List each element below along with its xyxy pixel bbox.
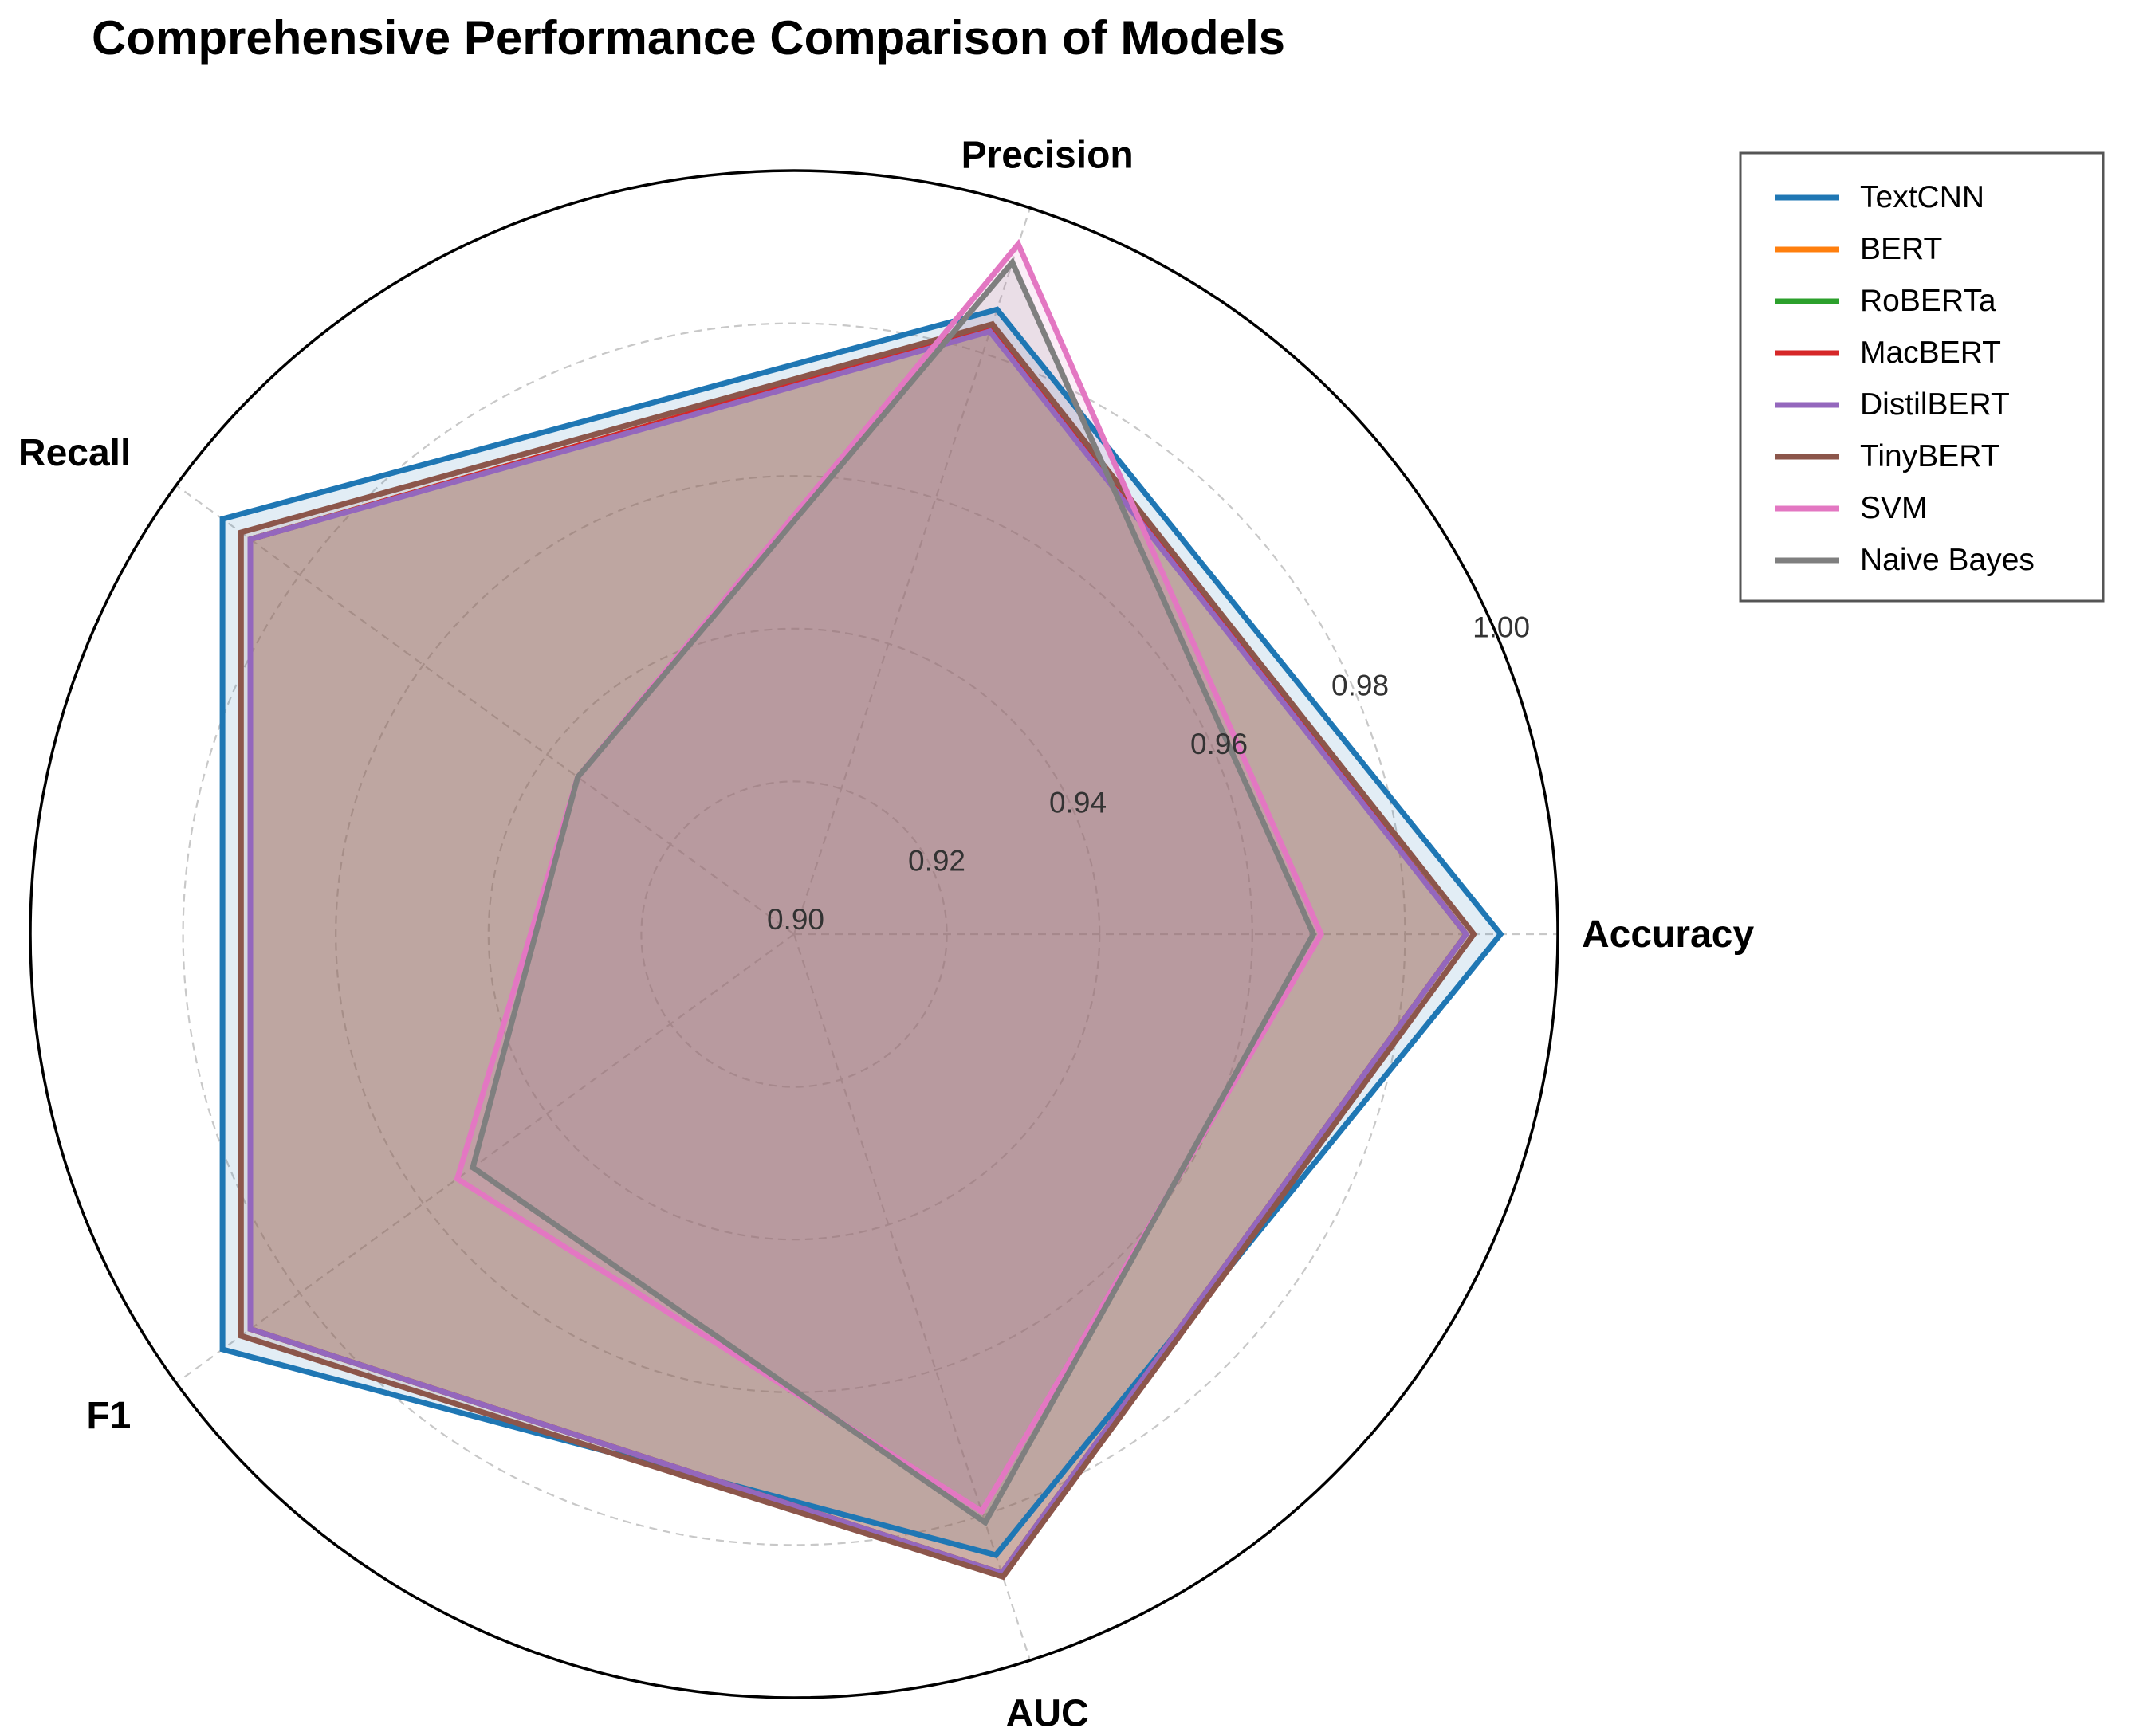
series-line-svm — [454, 238, 1324, 1516]
radar-labels: 0.90 0.92 0.94 0.96 0.98 1.00 Accuracy Precisio… — [18, 134, 1755, 1734]
legend-label: TextCNN — [1860, 180, 1984, 214]
series-fill-bert — [250, 328, 1466, 1573]
series-fill-distilbert — [250, 331, 1466, 1573]
series-line-naive-bayes — [469, 257, 1317, 1527]
r-tick-label: 1.00 — [1473, 611, 1530, 643]
series-fill-tinybert — [241, 324, 1474, 1577]
series-line-tinybert — [238, 320, 1477, 1581]
r-tick-label: 0.96 — [1190, 728, 1248, 760]
chart-title: Comprehensive Performance Comparison of … — [92, 11, 1285, 65]
grid-spoke — [175, 485, 795, 935]
legend-label: TinyBERT — [1860, 439, 2000, 473]
grid-spoke — [792, 207, 1032, 935]
legend-label: RoBERTa — [1860, 284, 1996, 318]
axis-label-f1: F1 — [86, 1395, 131, 1437]
grid-spoke — [792, 933, 1032, 1661]
series-fill-roberta — [250, 328, 1466, 1573]
legend-label: Naive Bayes — [1860, 543, 2035, 577]
grid-spoke — [175, 933, 795, 1384]
outer-frame — [29, 169, 1559, 1699]
legend: TextCNN BERT RoBERTa MacBERT DistilBERT TinyB… — [1739, 151, 2105, 603]
axis-label-precision: Precision — [961, 134, 1134, 176]
series-fill-naive-bayes — [473, 262, 1314, 1523]
r-tick-label: 0.92 — [908, 845, 965, 878]
r-tick-label: 0.94 — [1049, 786, 1107, 819]
legend-label: DistilBERT — [1860, 387, 2010, 422]
radar-series — [219, 238, 1504, 1581]
legend-frame — [1739, 151, 2105, 603]
series-fill-macbert — [250, 328, 1466, 1573]
legend-label: SVM — [1860, 491, 1928, 525]
axis-label-accuracy: Accuracy — [1582, 913, 1754, 956]
series-line-distilbert — [247, 328, 1470, 1577]
r-tick-label: 0.90 — [767, 903, 824, 936]
axis-label-recall: Recall — [18, 432, 131, 474]
r-tick-label: 0.98 — [1331, 670, 1389, 702]
axis-label-auc: AUC — [1006, 1693, 1089, 1735]
radar-grid — [29, 169, 1559, 1699]
legend-label: MacBERT — [1860, 336, 2001, 370]
series-fill-svm — [457, 244, 1321, 1512]
legend-label: BERT — [1860, 232, 1942, 266]
